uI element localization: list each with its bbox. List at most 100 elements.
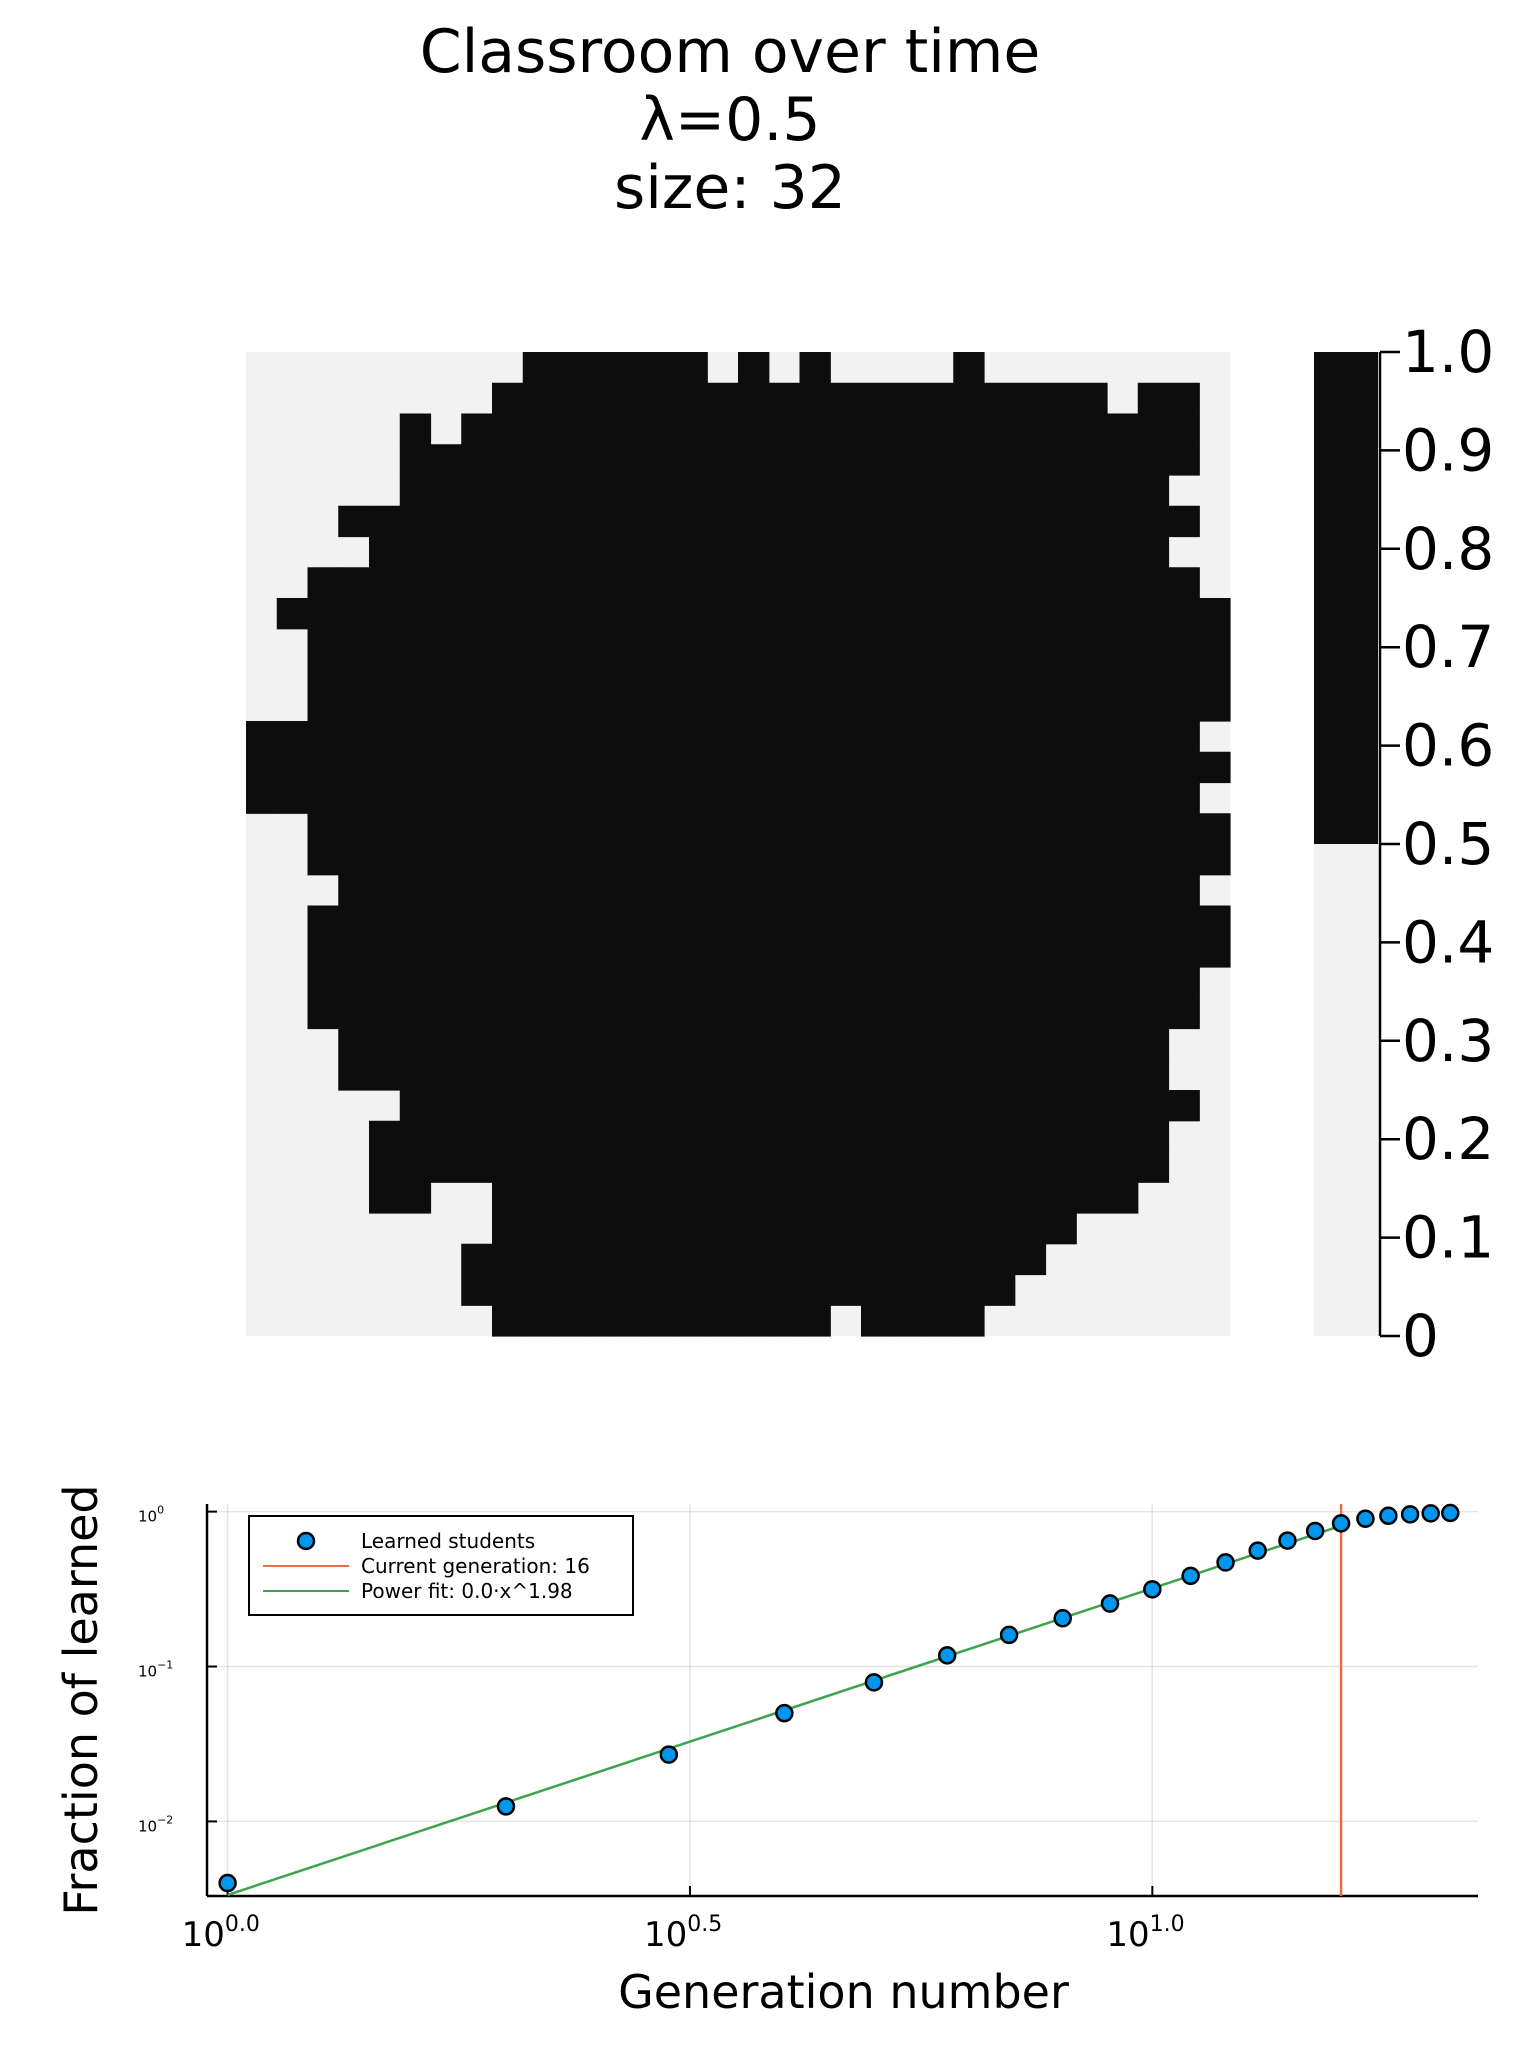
heatmap-cell-learned (1076, 1151, 1108, 1183)
heatmap-cell-learned (1076, 905, 1108, 937)
heatmap-cell-learned (861, 1120, 893, 1153)
heatmap-cell-learned (430, 782, 462, 814)
heatmap-cell-learned (461, 567, 493, 599)
heatmap-cell-learned (615, 536, 647, 568)
heatmap-cell-learned (953, 905, 985, 937)
heatmap-cell-learned (430, 813, 462, 845)
heatmap-cell-learned (953, 475, 985, 507)
heatmap-cell-learned (645, 1090, 678, 1122)
heatmap-cell-learned (645, 628, 678, 661)
colorbar-high (1314, 352, 1378, 844)
heatmap-cell-learned (984, 905, 1016, 937)
heatmap-cell-learned (492, 1213, 524, 1245)
learned-students-point (1181, 1566, 1200, 1586)
heatmap-cell-learned (1107, 413, 1139, 445)
heatmap-cell-learned (369, 813, 401, 845)
heatmap-cell-learned (891, 444, 924, 476)
heatmap-cell-learned (830, 1274, 862, 1306)
heatmap-cell-learned (338, 844, 370, 876)
heatmap-cell-learned (891, 382, 924, 415)
heatmap-cell-learned (553, 1059, 585, 1091)
heatmap-cell-learned (1014, 844, 1047, 876)
heatmap-cell-learned (891, 905, 924, 937)
heatmap-cell-learned (553, 1151, 585, 1183)
heatmap-cell-learned (738, 1090, 770, 1122)
learned-students-point (1305, 1521, 1325, 1541)
heatmap-cell-learned (799, 813, 831, 845)
heatmap-cell-learned (953, 352, 985, 384)
heatmap-cell-learned (645, 721, 678, 753)
heatmap-cell-learned (676, 874, 708, 907)
heatmap-cell-learned (522, 1182, 555, 1214)
heatmap-cell-learned (645, 1151, 678, 1183)
heatmap-cell-learned (861, 936, 893, 968)
heatmap-cell-learned (861, 721, 893, 753)
heatmap-cell-learned (922, 1028, 954, 1060)
heatmap-cell-learned (1076, 505, 1108, 538)
heatmap-cell-learned (768, 1151, 801, 1183)
heatmap-cell-learned (1076, 598, 1108, 630)
heatmap-cell-learned (553, 782, 585, 814)
heatmap-cell-learned (1168, 505, 1200, 538)
heatmap-cell-learned (615, 782, 647, 814)
heatmap-cell-learned (891, 1243, 924, 1276)
heatmap-cell-learned (861, 1090, 893, 1122)
heatmap-cell-learned (953, 967, 985, 999)
heatmap-cell-learned (707, 721, 739, 753)
heatmap-cell-learned (676, 813, 708, 845)
heatmap-cell-learned (584, 598, 616, 630)
heatmap-cell-learned (1014, 813, 1047, 845)
heatmap-cell-learned (768, 475, 801, 507)
heatmap-cell-learned (922, 721, 954, 753)
heatmap-cell-learned (861, 536, 893, 568)
heatmap-cell-learned (461, 475, 493, 507)
heatmap-cell-learned (984, 598, 1016, 630)
heatmap-cell-learned (522, 1213, 555, 1245)
heatmap-cell-learned (707, 1028, 739, 1060)
heatmap-cell-learned (615, 721, 647, 753)
heatmap-cell-learned (707, 505, 739, 538)
heatmap-cell-learned (768, 936, 801, 968)
heatmap-cell-learned (1107, 721, 1139, 753)
heatmap-cell-learned (461, 1151, 493, 1183)
heatmap-cell-learned (707, 936, 739, 968)
heatmap-cell-learned (1137, 997, 1170, 1030)
heatmap-cell-learned (307, 751, 339, 784)
heatmap-cell-learned (953, 1059, 985, 1091)
heatmap-cell-learned (768, 1028, 801, 1060)
heatmap-cell-learned (799, 936, 831, 968)
heatmap-cell-learned (953, 1274, 985, 1306)
heatmap-cell-learned (830, 1151, 862, 1183)
heatmap-cell-learned (307, 628, 339, 661)
heatmap-cell-learned (861, 1151, 893, 1183)
heatmap-cell-learned (1107, 1151, 1139, 1183)
heatmap-cell-learned (1107, 1059, 1139, 1091)
heatmap-cell-learned (707, 874, 739, 907)
heatmap-cell-learned (492, 1243, 524, 1276)
heatmap-cell-learned (461, 659, 493, 691)
heatmap-cell-learned (645, 1028, 678, 1060)
title-line-1: Classroom over time (419, 17, 1041, 87)
heatmap-cell-learned (1014, 1243, 1047, 1276)
heatmap-cell-learned (1045, 905, 1077, 937)
heatmap-cell-learned (984, 690, 1016, 722)
heatmap-cell-learned (707, 382, 739, 415)
heatmap-cell-learned (1076, 936, 1108, 968)
heatmap-cell-learned (1168, 751, 1200, 784)
heatmap-cell-learned (707, 844, 739, 876)
heatmap-cell-learned (1014, 690, 1047, 722)
heatmap-cell-learned (430, 475, 462, 507)
heatmap-cell-learned (1076, 659, 1108, 691)
heatmap-cell-learned (707, 782, 739, 814)
learned-students-point (1143, 1580, 1162, 1599)
heatmap-cell-learned (1014, 967, 1047, 999)
heatmap-cell-learned (522, 1090, 555, 1122)
heatmap-cell-learned (1045, 382, 1077, 415)
heatmap-cell-learned (1076, 967, 1108, 999)
heatmap-cell-learned (738, 567, 770, 599)
heatmap-cell-learned (492, 1059, 524, 1091)
heatmap-cell-learned (707, 1059, 739, 1091)
heatmap-cell-learned (891, 844, 924, 876)
heatmap-cell-learned (399, 475, 432, 507)
heatmap-cell-learned (399, 936, 432, 968)
